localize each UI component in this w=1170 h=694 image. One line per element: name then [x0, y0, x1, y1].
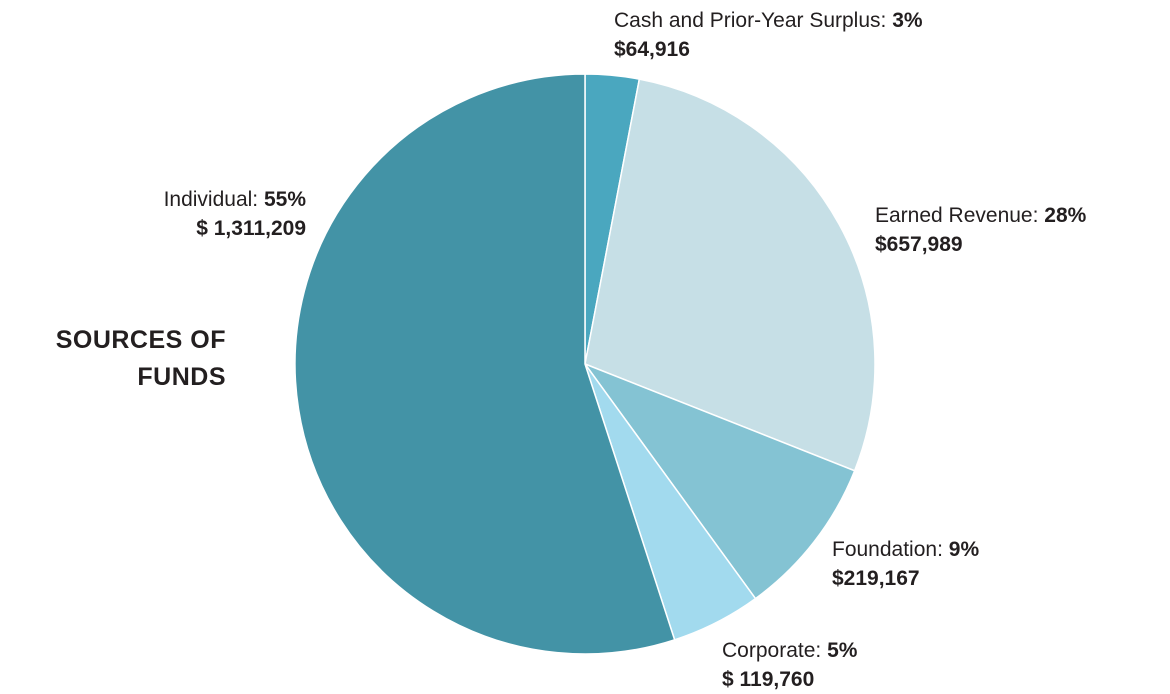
value-label: 3%	[892, 9, 923, 32]
slice-label: Corporate5% $ 119,760	[722, 636, 857, 694]
chart-title: SOURCES OF FUNDS	[55, 326, 226, 391]
pie-slice	[584, 78, 876, 472]
amount-label: $ 1,311,209	[196, 217, 306, 240]
slice-label: Earned Revenue28% $657,989	[875, 201, 1086, 259]
pie-slice	[294, 73, 676, 655]
category-label: Corporate	[722, 639, 827, 662]
amount-label: $219,167	[832, 567, 920, 590]
slice-label: Cash and Prior-Year Surplus3% $64,916	[614, 6, 923, 64]
pie-slice	[582, 362, 856, 600]
category-label: Earned Revenue	[875, 204, 1044, 227]
category-label: Cash and Prior-Year Surplus	[614, 9, 892, 32]
amount-label: $64,916	[614, 38, 690, 61]
value-label: 5%	[827, 639, 858, 662]
amount-label: $657,989	[875, 233, 963, 256]
slice-label: Individual55% $ 1,311,209	[164, 185, 306, 243]
slice-label: Foundation9% $219,167	[832, 535, 979, 593]
value-label: 55%	[263, 188, 306, 211]
category-label: Individual	[164, 188, 264, 211]
amount-label: $ 119,760	[722, 668, 815, 691]
category-label: Foundation	[832, 538, 949, 561]
value-label: 28%	[1044, 204, 1087, 227]
value-label: 9%	[948, 538, 980, 561]
